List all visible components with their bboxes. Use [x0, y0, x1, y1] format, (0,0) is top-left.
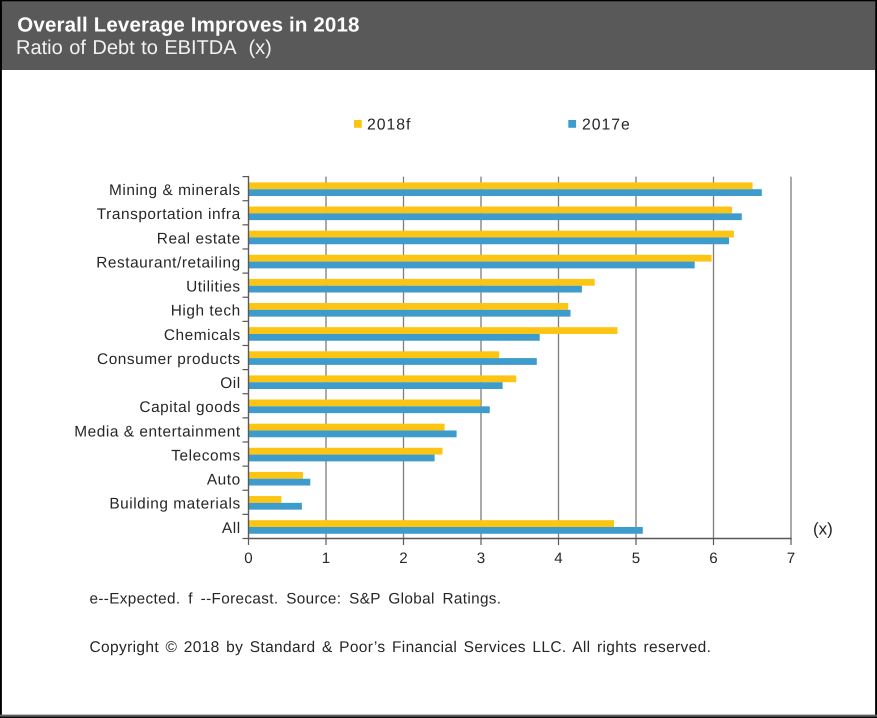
svg-text:Consumer products: Consumer products	[97, 351, 241, 368]
svg-text:(x): (x)	[813, 520, 833, 539]
svg-text:Restaurant/retailing: Restaurant/retailing	[96, 254, 240, 271]
svg-text:2018f: 2018f	[367, 116, 411, 133]
svg-text:Auto: Auto	[207, 472, 241, 489]
svg-text:Oil: Oil	[220, 375, 240, 392]
svg-text:2: 2	[399, 550, 407, 567]
svg-text:Telecoms: Telecoms	[171, 447, 240, 464]
svg-text:Ratio of Debt to EBITDA (x): Ratio of Debt to EBITDA (x)	[16, 37, 272, 59]
svg-text:6: 6	[709, 550, 717, 567]
svg-text:2017e: 2017e	[582, 116, 631, 133]
svg-text:High tech: High tech	[171, 303, 241, 320]
svg-text:Utilities: Utilities	[186, 279, 241, 296]
svg-text:4: 4	[554, 550, 562, 567]
svg-text:Overall Leverage Improves in 2: Overall Leverage Improves in 2018	[17, 13, 359, 36]
svg-text:Capital goods: Capital goods	[139, 399, 240, 416]
svg-text:5: 5	[632, 550, 640, 567]
svg-text:Transportation infra: Transportation infra	[97, 206, 241, 223]
svg-text:All: All	[222, 520, 241, 537]
svg-text:0: 0	[244, 550, 252, 567]
svg-text:1: 1	[322, 550, 330, 567]
svg-text:e--Expected. f --Forecast. Sou: e--Expected. f --Forecast. Source: S&P G…	[90, 590, 502, 607]
svg-text:Mining & minerals: Mining & minerals	[109, 182, 241, 199]
svg-text:Copyright © 2018 by Standard &: Copyright © 2018 by Standard & Poor’s Fi…	[90, 639, 712, 656]
svg-text:Real estate: Real estate	[157, 230, 241, 247]
svg-text:3: 3	[477, 550, 485, 567]
svg-text:7: 7	[787, 550, 795, 567]
svg-text:Chemicals: Chemicals	[164, 327, 241, 344]
svg-text:Building materials: Building materials	[109, 496, 240, 513]
svg-text:Media & entertainment: Media & entertainment	[74, 423, 241, 440]
